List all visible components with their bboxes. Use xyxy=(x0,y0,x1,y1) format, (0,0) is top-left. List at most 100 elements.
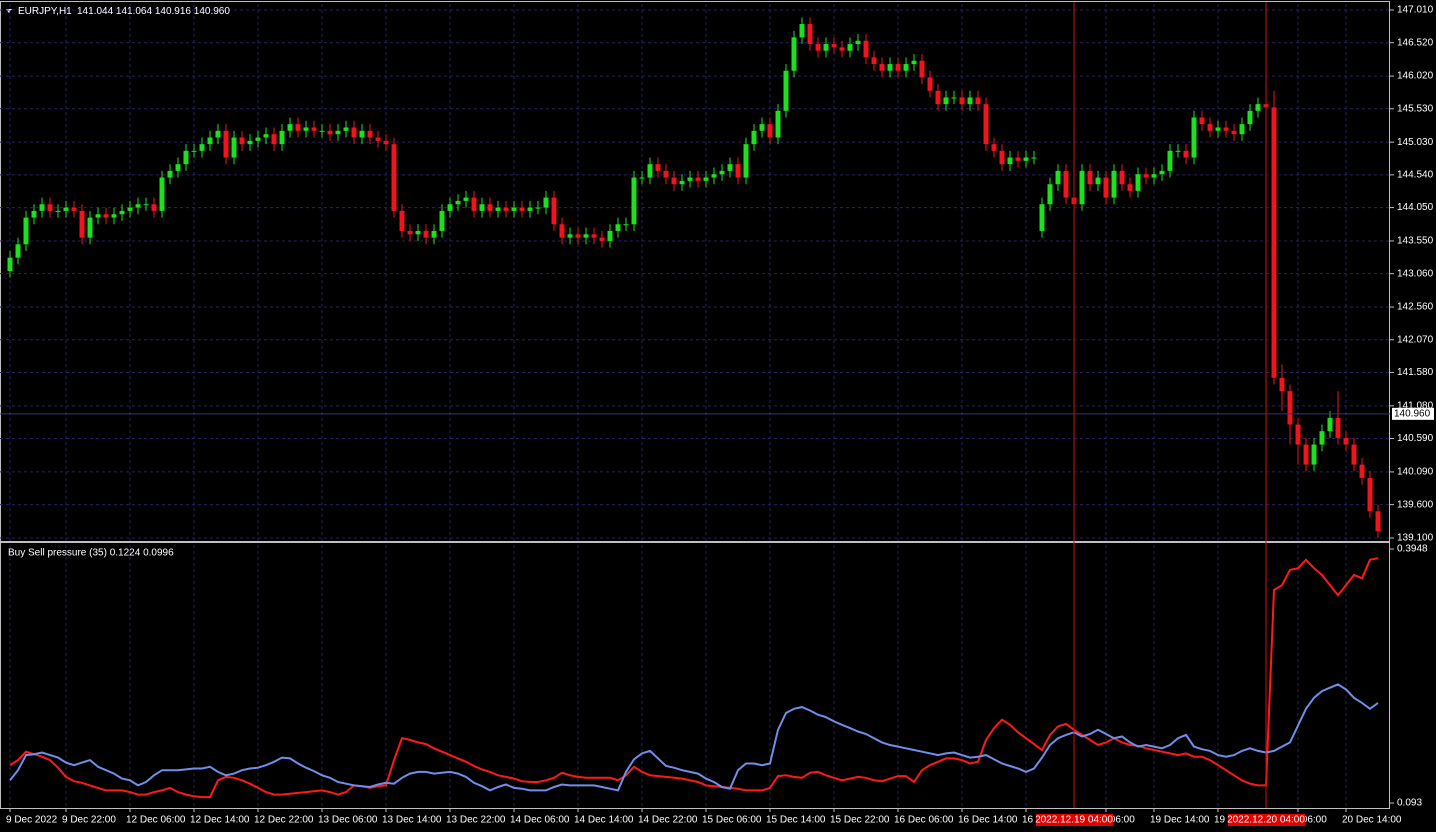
candle-body xyxy=(1015,157,1021,161)
candle-body xyxy=(1223,127,1229,131)
y-tick-label: 142.560 xyxy=(1397,302,1434,313)
candle-body xyxy=(719,170,725,175)
candle-body xyxy=(471,197,477,211)
candle-body xyxy=(127,207,133,211)
candle-body xyxy=(1351,444,1357,465)
y-tick-label: 139.100 xyxy=(1397,533,1434,544)
candle-body xyxy=(951,97,957,99)
x-tick-label: 15 Dec 06:00 xyxy=(702,815,762,826)
vertical-line-label: 2022.12.20 04:00 xyxy=(1227,815,1305,826)
x-tick-label: 9 Dec 2022 xyxy=(6,815,58,826)
candle-body xyxy=(783,70,789,111)
candle-body xyxy=(887,64,893,71)
candle-body xyxy=(575,234,581,238)
candle-body xyxy=(439,210,445,231)
candle-body xyxy=(1239,124,1245,135)
candle-body xyxy=(319,130,325,132)
candle-body xyxy=(463,197,469,201)
candle-body xyxy=(271,134,277,145)
candle-body xyxy=(1295,424,1301,445)
candle-body xyxy=(655,164,661,171)
y-tick-label: 0.093 xyxy=(1397,798,1422,809)
vertical-line-label-box xyxy=(1228,814,1305,826)
candle-body xyxy=(855,40,861,45)
candle-body xyxy=(711,174,717,178)
ohlc-text: 141.044 141.064 140.916 140.960 xyxy=(77,6,230,17)
candle-body xyxy=(943,97,949,105)
candle-body xyxy=(207,137,213,145)
candle-body xyxy=(1143,174,1149,178)
candle-body xyxy=(1167,150,1173,171)
y-tick-label: 144.050 xyxy=(1397,202,1434,213)
candle-body xyxy=(175,164,181,171)
y-tick-label: 143.060 xyxy=(1397,268,1434,279)
candle-body xyxy=(159,177,165,211)
candle-body xyxy=(487,204,493,211)
candle-body xyxy=(847,44,853,51)
candle-body xyxy=(167,170,173,178)
candle-body xyxy=(607,230,613,241)
candle-body xyxy=(63,207,69,211)
candle-body xyxy=(183,150,189,165)
candle-body xyxy=(455,200,461,205)
candle-body xyxy=(447,204,453,211)
candle-body xyxy=(791,37,797,71)
x-tick-label: 19 xyxy=(1214,815,1226,826)
candle-body xyxy=(1039,204,1045,231)
y-tick-label: 139.600 xyxy=(1397,499,1434,510)
candle-body xyxy=(727,164,733,171)
candle-body xyxy=(1103,177,1109,198)
candle-body xyxy=(1023,157,1029,161)
candle-body xyxy=(375,137,381,141)
candle-body xyxy=(1095,177,1101,185)
candle-body xyxy=(647,164,653,178)
candle-body xyxy=(279,130,285,145)
candle-body xyxy=(119,210,125,215)
current-price-box xyxy=(1392,407,1434,420)
candle-body xyxy=(999,150,1005,165)
candle-body xyxy=(263,134,269,138)
candle-body xyxy=(351,127,357,138)
candle-body xyxy=(1151,174,1157,178)
y-tick-label: 141.080 xyxy=(1397,400,1434,411)
candle-body xyxy=(1111,170,1117,198)
candle-body xyxy=(1199,117,1205,125)
x-tick-label: 20 Dec 14:00 xyxy=(1342,815,1402,826)
candle-body xyxy=(79,210,85,238)
candle-body xyxy=(1255,104,1261,111)
candle-body xyxy=(1319,431,1325,445)
candle-body xyxy=(671,177,677,185)
candle-body xyxy=(1303,444,1309,465)
candle-body xyxy=(191,150,197,152)
indicator-line xyxy=(9,557,1379,799)
candle-body xyxy=(863,40,869,58)
candle-body xyxy=(111,214,117,218)
candle-body xyxy=(975,97,981,105)
candle-body xyxy=(927,77,933,91)
candle-body xyxy=(823,44,829,51)
y-tick-label: 143.550 xyxy=(1397,236,1434,247)
candle-body xyxy=(1183,150,1189,158)
y-tick-label: 140.590 xyxy=(1397,433,1434,444)
candle-body xyxy=(967,97,973,105)
candle-body xyxy=(959,97,965,105)
candle-body xyxy=(511,207,517,211)
y-tick-label: 147.010 xyxy=(1397,5,1434,16)
candle-body xyxy=(135,204,141,208)
current-price-label: 140.960 xyxy=(1394,408,1431,419)
candle-body xyxy=(623,224,629,226)
candle-body xyxy=(1215,127,1221,131)
vertical-line-label-box xyxy=(1036,814,1113,826)
candle-body xyxy=(255,137,261,141)
candle-body xyxy=(1279,377,1285,392)
candle-body xyxy=(903,64,909,71)
candle-body xyxy=(71,207,77,211)
candle-body xyxy=(911,60,917,65)
candle-body xyxy=(839,47,845,51)
candle-body xyxy=(335,130,341,135)
candle-body xyxy=(359,130,365,138)
candle-body xyxy=(879,64,885,71)
x-tick-label: 13 Dec 22:00 xyxy=(446,815,506,826)
candle-body xyxy=(1271,107,1277,378)
